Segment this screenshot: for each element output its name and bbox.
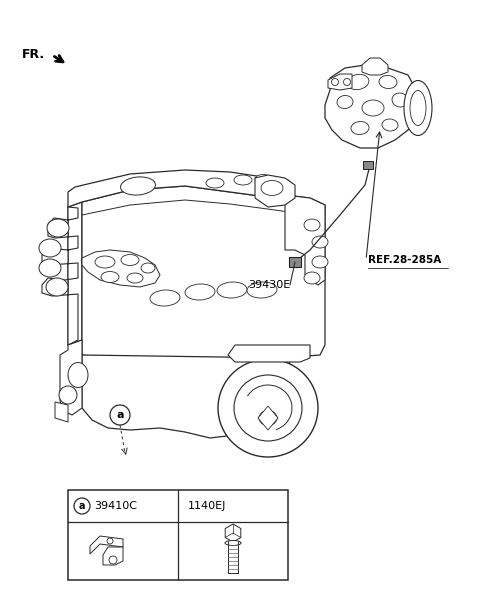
Ellipse shape [39,259,61,277]
Ellipse shape [121,254,139,266]
Ellipse shape [351,121,369,135]
Ellipse shape [410,91,426,126]
Ellipse shape [304,219,320,231]
Ellipse shape [362,100,384,116]
Ellipse shape [141,263,155,273]
Polygon shape [82,250,160,287]
Polygon shape [258,406,278,430]
Ellipse shape [46,278,68,296]
Ellipse shape [392,93,408,107]
Polygon shape [60,340,82,415]
Polygon shape [55,402,68,422]
Polygon shape [228,345,310,362]
Circle shape [107,538,113,544]
Circle shape [110,405,130,425]
Ellipse shape [185,284,215,300]
Ellipse shape [382,119,398,131]
Polygon shape [225,524,241,542]
Ellipse shape [379,76,397,89]
Ellipse shape [261,181,283,196]
Ellipse shape [217,282,247,298]
Polygon shape [363,161,373,169]
Ellipse shape [347,74,369,89]
Ellipse shape [150,290,180,306]
Bar [68,490,288,580]
Circle shape [109,556,117,564]
Text: a: a [116,410,124,420]
Polygon shape [273,180,293,200]
Polygon shape [255,175,295,207]
Ellipse shape [247,282,277,298]
Text: 39430E: 39430E [248,280,290,290]
Polygon shape [103,547,123,565]
Ellipse shape [39,239,61,257]
Ellipse shape [255,175,271,184]
Polygon shape [82,186,325,360]
Ellipse shape [59,386,77,404]
Ellipse shape [259,411,277,425]
Ellipse shape [312,256,328,268]
Ellipse shape [127,273,143,283]
Ellipse shape [101,272,119,283]
Circle shape [332,79,338,86]
Ellipse shape [304,272,320,284]
Ellipse shape [206,178,224,188]
Polygon shape [82,355,290,438]
Polygon shape [289,257,301,267]
Polygon shape [42,207,78,345]
Ellipse shape [68,362,88,388]
Ellipse shape [234,175,252,185]
Ellipse shape [312,236,328,248]
Text: REF.28-285A: REF.28-285A [368,255,441,265]
Circle shape [74,498,90,514]
Ellipse shape [47,219,69,237]
Ellipse shape [95,256,115,268]
Ellipse shape [404,80,432,135]
Circle shape [344,79,350,86]
Text: 1140EJ: 1140EJ [188,501,227,511]
Text: a: a [79,501,85,511]
Ellipse shape [218,359,318,457]
Polygon shape [68,202,82,345]
Ellipse shape [337,95,353,109]
Polygon shape [285,195,325,285]
Ellipse shape [225,541,241,545]
Polygon shape [328,74,352,90]
Ellipse shape [234,375,302,441]
Polygon shape [68,170,285,207]
Polygon shape [325,65,418,148]
Text: 39410C: 39410C [94,501,137,511]
Text: FR.: FR. [22,48,45,62]
Polygon shape [362,58,388,75]
Polygon shape [90,536,123,554]
Ellipse shape [120,177,156,195]
